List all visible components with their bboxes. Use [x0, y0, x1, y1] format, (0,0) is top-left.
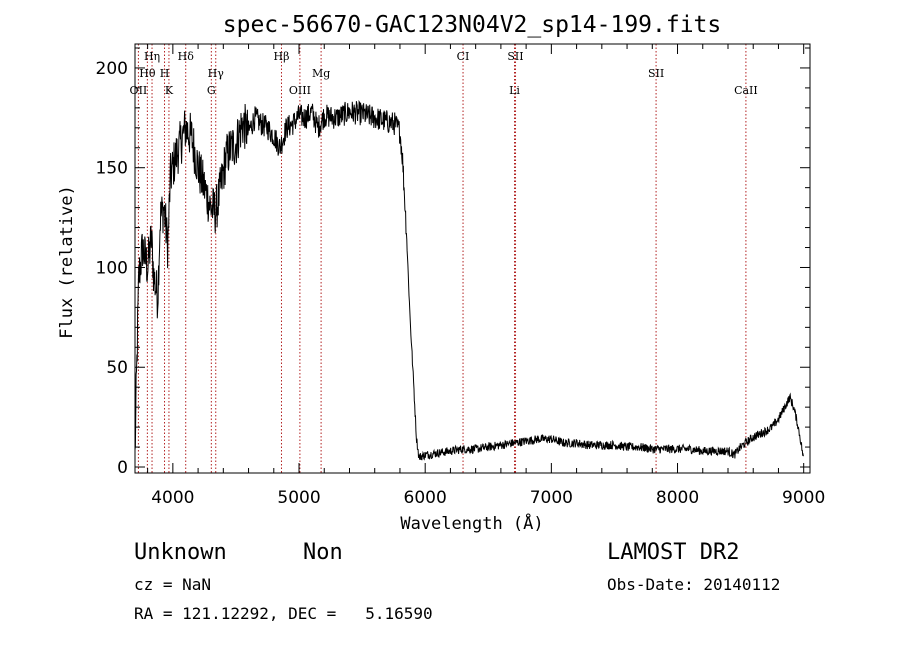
line-label-0: OII	[130, 84, 148, 97]
y-axis-label: Flux (relative)	[57, 185, 77, 339]
y-tick-label-1: 50	[106, 358, 128, 378]
x-tick-labels: 4000 5000 6000 7000 8000 9000	[151, 488, 825, 508]
line-label-7: G	[207, 84, 216, 97]
redshift-cz: cz = NaN	[134, 575, 212, 594]
x-tick-label-3: 7000	[530, 488, 573, 508]
y-tick-label-4: 200	[96, 59, 128, 79]
axis-ticks	[135, 44, 810, 473]
line-label-9: OIII	[289, 84, 311, 97]
y-tick-label-3: 150	[96, 159, 128, 179]
x-tick-label-5: 9000	[782, 488, 825, 508]
spectral-subclass: Non	[303, 540, 343, 565]
spectrum-line	[134, 99, 804, 461]
y-tick-labels: 0 50 100 150 200	[96, 59, 128, 478]
line-label-5: Hδ	[178, 50, 195, 63]
x-tick-label-4: 8000	[656, 488, 699, 508]
plot-frame	[134, 43, 811, 474]
coordinates: RA = 121.12292, DEC = 5.16590	[134, 604, 433, 623]
chart-title: spec-56670-GAC123N04V2_sp14-199.fits	[223, 12, 722, 38]
y-tick-label-0: 0	[117, 458, 128, 478]
observation-date: Obs-Date: 20140112	[607, 575, 781, 594]
x-tick-label-2: 6000	[404, 488, 447, 508]
line-label-15: CaII	[734, 84, 758, 97]
survey-name: LAMOST DR2	[607, 540, 740, 565]
x-tick-label-0: 4000	[151, 488, 194, 508]
line-label-2: Hη	[144, 50, 160, 63]
y-tick-label-2: 100	[96, 258, 128, 278]
line-label-8: Hβ	[274, 50, 290, 63]
line-label-4: K	[165, 84, 174, 97]
x-axis-label: Wavelength (Å)	[400, 512, 543, 534]
line-label-1: Hθ	[139, 67, 156, 80]
line-markers	[137, 44, 747, 473]
line-label-14: SII	[648, 67, 664, 80]
spectral-class: Unknown	[134, 540, 227, 565]
line-label-3: H	[160, 67, 170, 80]
x-tick-label-1: 5000	[277, 488, 320, 508]
line-label-12: SII	[507, 50, 523, 63]
line-label-11: CI	[457, 50, 470, 63]
line-label-13: Li	[509, 84, 520, 97]
line-label-6: Hγ	[208, 67, 225, 80]
line-label-10: Mg	[312, 67, 330, 80]
